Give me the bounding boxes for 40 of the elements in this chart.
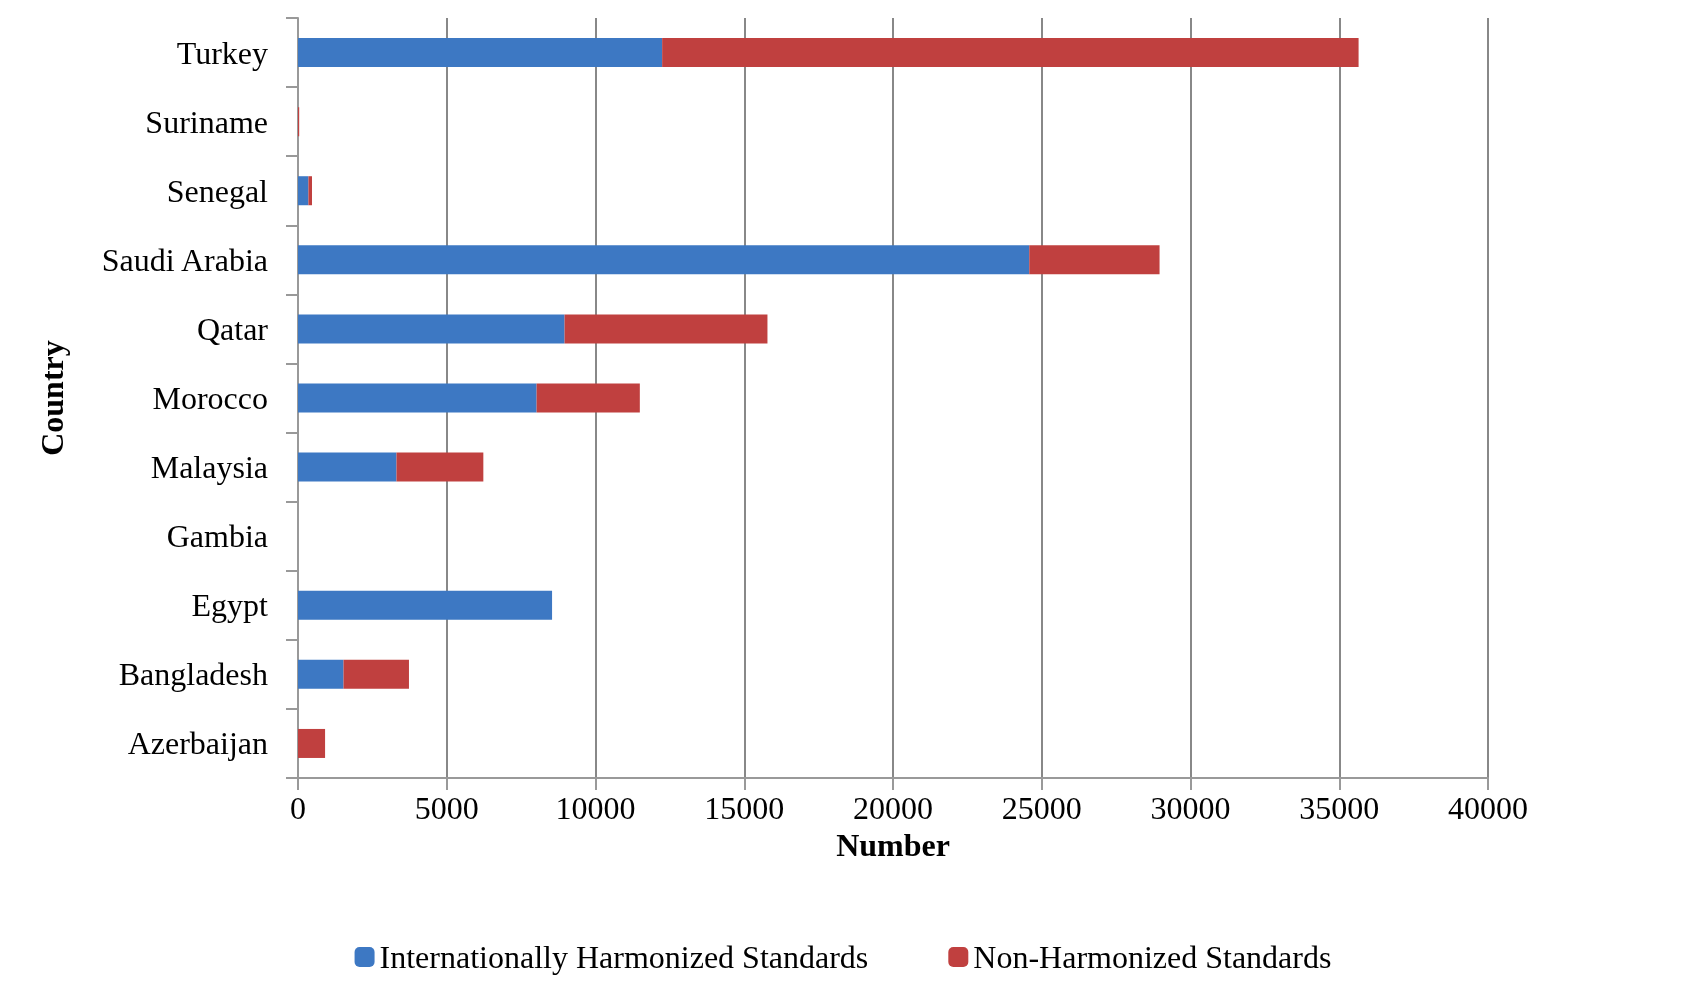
x-tick-label: 0 (290, 790, 306, 826)
bar (298, 452, 397, 482)
y-tick-label: Senegal (166, 172, 269, 209)
bar (298, 659, 344, 689)
bar (298, 245, 1030, 275)
bar (564, 314, 768, 344)
y-tick-label: Turkey (176, 34, 268, 71)
bar (298, 728, 326, 758)
bar (298, 590, 553, 620)
y-tick-label: Malaysia (150, 449, 268, 486)
x-tick-label: 5000 (414, 790, 479, 826)
x-tick-label: 40000 (1448, 790, 1528, 826)
y-tick-label: Gambia (166, 518, 268, 555)
x-tick-label: 35000 (1299, 790, 1380, 826)
x-tick-label: 20000 (853, 790, 933, 826)
y-axis-title: Country (34, 340, 70, 456)
bar (298, 38, 663, 68)
bar (343, 659, 409, 689)
bar (396, 452, 484, 482)
y-tick-label: Bangladesh (118, 656, 268, 693)
bar (662, 38, 1359, 68)
x-tick-label: 15000 (704, 790, 785, 826)
x-tick-label: 25000 (1001, 790, 1082, 826)
y-tick-label: Azerbaijan (127, 725, 268, 762)
bar (536, 383, 640, 413)
y-tick-label: Saudi Arabia (101, 241, 268, 278)
bar (1029, 245, 1160, 275)
x-axis-title: Number (836, 826, 950, 863)
legend-label: Internationally Harmonized Standards (379, 939, 869, 975)
x-tick-label: 10000 (555, 790, 636, 826)
y-tick-label: Egypt (191, 587, 269, 624)
y-tick-label: Qatar (196, 310, 269, 347)
bar (298, 314, 565, 344)
y-tick-label: Morocco (152, 380, 268, 416)
bar (298, 176, 309, 206)
y-tick-label: Suriname (145, 103, 268, 140)
x-tick-label: 30000 (1150, 790, 1231, 826)
bar (308, 176, 312, 206)
bar (298, 383, 537, 413)
legend-label: Non-Harmonized Standards (973, 939, 1332, 975)
